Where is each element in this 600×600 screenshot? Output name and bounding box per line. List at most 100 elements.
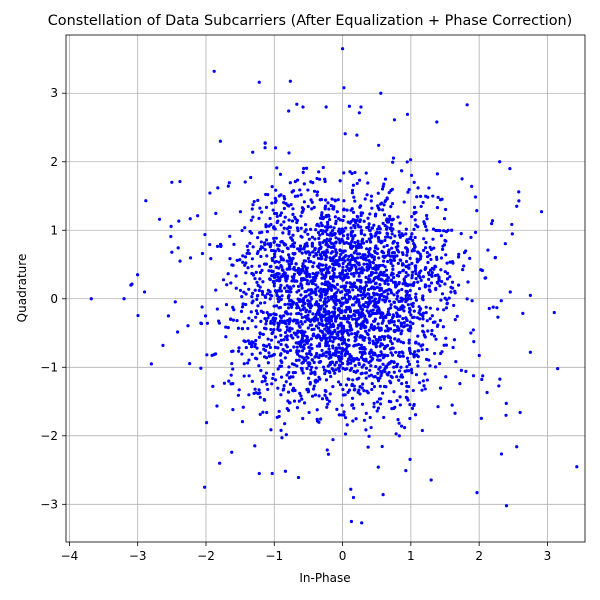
data-point — [324, 257, 328, 262]
data-point — [329, 245, 333, 249]
data-point — [329, 295, 333, 299]
data-point — [390, 232, 394, 236]
x-axis-ticks: −4 −3 −2 −1 0 1 2 3 — [61, 542, 551, 563]
data-point — [333, 215, 337, 219]
data-point — [282, 220, 286, 224]
data-point — [312, 387, 316, 391]
data-point — [252, 391, 256, 396]
data-point — [349, 246, 354, 250]
data-point — [226, 326, 230, 330]
data-point — [444, 375, 448, 379]
data-point — [409, 173, 414, 177]
data-point — [325, 248, 329, 252]
data-point — [325, 237, 329, 241]
data-point — [423, 387, 427, 391]
data-point — [377, 273, 381, 277]
data-point — [432, 246, 436, 250]
data-point — [328, 338, 332, 343]
data-point — [318, 298, 322, 302]
data-point — [291, 336, 295, 340]
data-point — [278, 314, 282, 318]
data-point — [368, 246, 372, 251]
data-point — [362, 219, 366, 223]
data-point — [332, 244, 336, 248]
data-point — [272, 319, 277, 323]
data-point — [510, 232, 514, 236]
data-point — [357, 361, 361, 365]
data-point — [441, 247, 445, 251]
data-point — [352, 274, 356, 278]
data-point — [309, 291, 313, 295]
data-point — [286, 390, 291, 394]
data-point — [356, 330, 360, 334]
data-point — [279, 211, 284, 215]
data-point — [473, 230, 478, 234]
data-point — [372, 375, 376, 379]
data-point — [349, 272, 354, 276]
data-point — [368, 295, 372, 299]
data-point — [389, 288, 393, 292]
data-point — [410, 261, 414, 266]
data-point — [376, 371, 380, 375]
data-point — [170, 180, 174, 184]
data-point — [323, 205, 327, 210]
data-point — [281, 250, 285, 254]
data-point — [383, 279, 387, 283]
data-point — [287, 370, 291, 374]
data-point — [306, 188, 310, 192]
data-point — [374, 281, 378, 285]
data-point — [497, 384, 501, 388]
data-point — [383, 265, 387, 269]
data-point — [366, 303, 371, 307]
data-point — [314, 324, 319, 328]
data-point — [235, 258, 239, 262]
data-point — [314, 252, 318, 256]
data-point — [349, 263, 353, 267]
data-point — [364, 256, 368, 260]
data-point — [408, 288, 412, 293]
data-point — [283, 243, 287, 247]
data-point — [319, 221, 323, 225]
data-point — [284, 343, 288, 347]
data-point — [381, 208, 385, 212]
data-point — [299, 214, 303, 218]
data-point — [310, 365, 314, 369]
data-point — [231, 407, 235, 412]
data-point — [444, 336, 448, 340]
data-point — [360, 402, 365, 406]
data-point — [327, 352, 331, 356]
data-point — [279, 263, 283, 268]
data-point — [382, 295, 386, 299]
data-point — [246, 248, 250, 252]
data-point — [288, 264, 292, 268]
data-point — [291, 233, 295, 237]
data-point — [351, 317, 355, 321]
data-point — [290, 327, 294, 331]
data-point — [331, 207, 335, 211]
data-point — [355, 245, 359, 249]
data-point — [269, 264, 273, 268]
data-point — [315, 190, 320, 194]
data-point — [437, 275, 441, 279]
data-point — [378, 344, 382, 348]
data-point — [299, 234, 303, 238]
data-point — [575, 465, 579, 469]
data-point — [424, 305, 428, 309]
data-point — [240, 352, 244, 356]
data-point — [264, 322, 268, 326]
data-point — [278, 364, 282, 368]
data-point — [419, 194, 423, 199]
data-point — [412, 309, 416, 313]
data-point — [243, 180, 247, 184]
data-point — [357, 388, 361, 392]
data-point — [362, 291, 366, 295]
data-point — [428, 306, 432, 310]
data-point — [361, 382, 365, 386]
data-point — [294, 279, 298, 283]
data-point — [313, 272, 318, 277]
data-point — [317, 170, 321, 174]
data-point — [323, 297, 327, 301]
data-point — [297, 349, 301, 353]
data-point — [303, 320, 307, 324]
data-point — [274, 188, 278, 192]
